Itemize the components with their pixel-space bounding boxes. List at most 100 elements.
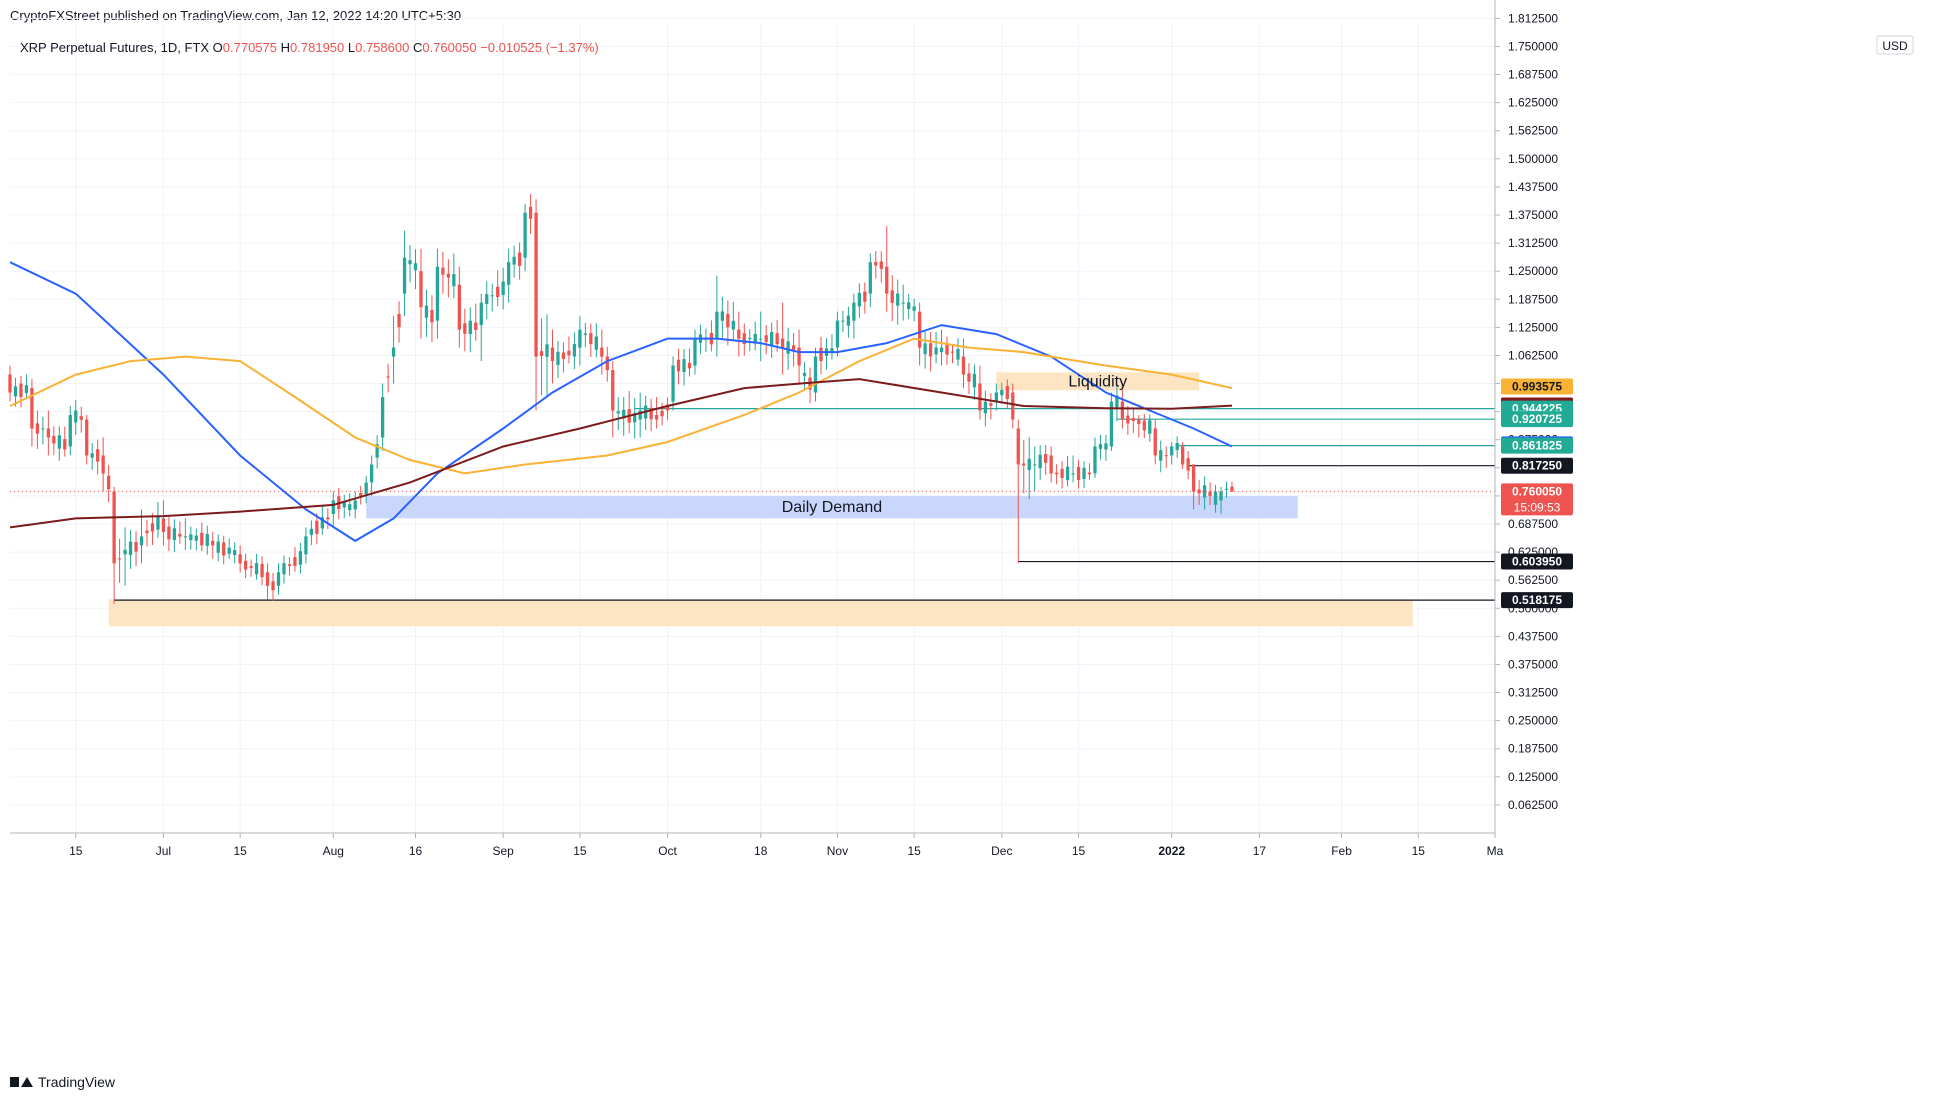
price-tag <box>1501 437 1573 454</box>
candle-body <box>222 542 226 556</box>
candle <box>1191 464 1196 510</box>
candle-body <box>1219 491 1223 501</box>
candle <box>759 311 763 362</box>
candle-body <box>435 266 440 321</box>
candle-body <box>605 356 609 371</box>
candle-body <box>748 338 752 340</box>
candle-body <box>265 572 270 586</box>
candle-body <box>233 550 237 556</box>
candle-body <box>863 291 867 302</box>
candle <box>1115 384 1119 422</box>
candle <box>523 203 527 272</box>
candle <box>676 348 681 385</box>
candle <box>446 259 451 298</box>
candle-body <box>1181 446 1185 465</box>
y-tick-label: 0.437500 <box>1508 629 1558 643</box>
candle-body <box>298 551 303 565</box>
candle-body <box>112 491 116 564</box>
candle-body <box>408 260 412 265</box>
candle-body <box>501 281 505 295</box>
low-label: L <box>348 40 355 55</box>
candle-body <box>967 373 971 382</box>
candle-body <box>364 482 368 495</box>
candle-body <box>254 563 259 575</box>
candle <box>633 397 637 439</box>
x-tick-label: 18 <box>754 844 768 858</box>
candle <box>419 248 423 339</box>
close-value: 0.760050 <box>422 40 480 55</box>
candle <box>780 302 785 375</box>
candle-body <box>8 374 12 393</box>
candle-body <box>917 311 922 348</box>
candle-body <box>189 534 193 541</box>
candle-body <box>797 347 801 366</box>
candle-body <box>419 271 423 308</box>
price-tag-value: 0.817250 <box>1512 459 1562 473</box>
candle-body <box>950 351 955 353</box>
candle-body <box>1148 420 1152 434</box>
candle-body <box>885 266 889 294</box>
candle-body <box>326 517 330 520</box>
candle <box>123 527 127 586</box>
candle <box>13 377 18 407</box>
candle <box>638 392 642 438</box>
price-tag-value: 0.603950 <box>1512 555 1562 569</box>
candle-body <box>846 315 851 326</box>
candle <box>813 347 818 402</box>
candle-body <box>813 356 818 393</box>
zone-label-2: Liquidity <box>1068 373 1127 390</box>
price-tag-value: 0.760050 <box>1512 484 1562 498</box>
candle-body <box>660 410 664 417</box>
candle-body <box>1005 386 1009 399</box>
candle-body <box>145 530 149 534</box>
high-label: H <box>281 40 290 55</box>
candle-body <box>1065 466 1070 481</box>
candle <box>1104 435 1108 461</box>
candle-body <box>90 453 94 458</box>
candle-body <box>463 323 467 334</box>
candle <box>737 311 741 357</box>
x-tick-label: 15 <box>69 844 83 858</box>
candle-body <box>1082 467 1086 480</box>
candle <box>485 281 489 320</box>
candle <box>616 397 620 431</box>
candle <box>265 563 270 600</box>
candle <box>594 323 598 358</box>
candle-body <box>1098 444 1103 449</box>
candle <box>254 553 259 580</box>
candle <box>57 426 61 461</box>
y-tick-label: 1.500000 <box>1508 152 1558 166</box>
candle <box>879 251 883 283</box>
candle-body <box>172 528 177 540</box>
candle-body <box>282 563 286 575</box>
candle-body <box>1049 455 1053 474</box>
candle-body <box>819 347 823 362</box>
candle <box>665 397 670 421</box>
open-label: O <box>213 40 223 55</box>
candle-body <box>994 392 998 402</box>
candle-body <box>1000 389 1004 396</box>
x-tick-label: Nov <box>827 844 848 858</box>
candle-body <box>457 284 461 330</box>
y-tick-label: 1.812500 <box>1508 11 1558 25</box>
candle <box>917 302 922 366</box>
candle-body <box>1208 491 1212 496</box>
candle <box>156 502 160 538</box>
candle <box>1170 441 1174 465</box>
candle-body <box>342 502 346 508</box>
candle <box>435 248 440 339</box>
candle <box>561 342 566 373</box>
candle <box>945 336 949 365</box>
candle <box>139 509 144 564</box>
x-tick-label: 15 <box>1412 844 1426 858</box>
tradingview-logo[interactable]: TradingView <box>10 1074 115 1090</box>
candle <box>1181 441 1185 469</box>
candle <box>726 300 730 346</box>
candle-body <box>802 372 807 377</box>
candle-body <box>485 294 489 304</box>
candle <box>457 266 461 348</box>
y-tick-label: 1.625000 <box>1508 96 1558 110</box>
candle-body <box>413 263 418 271</box>
candle-body <box>720 311 725 321</box>
